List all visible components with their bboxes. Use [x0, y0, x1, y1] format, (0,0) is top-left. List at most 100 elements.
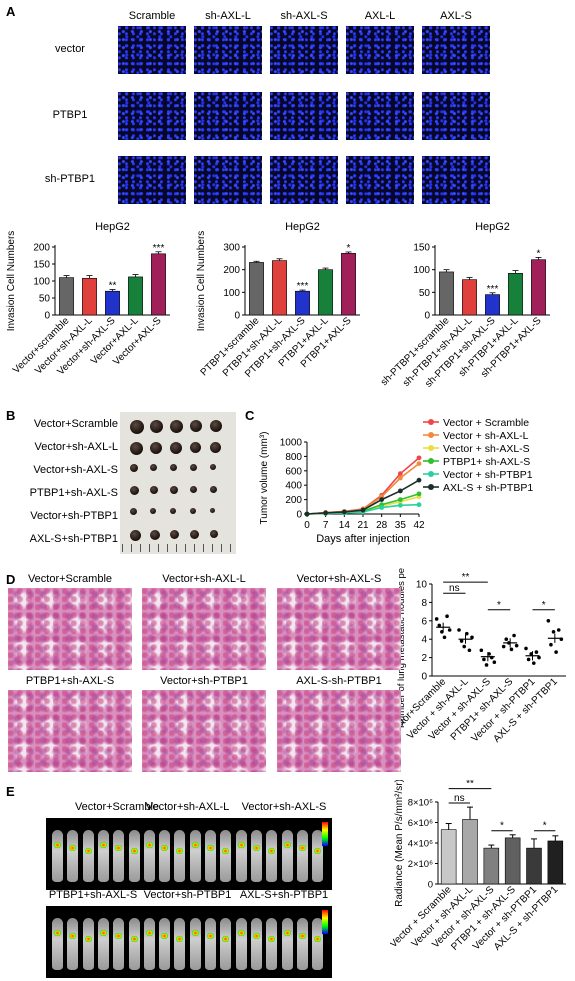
panel-letter-a: A	[6, 4, 16, 19]
data-point	[549, 642, 553, 647]
panel-letter-e: E	[6, 784, 15, 799]
mouse	[235, 830, 247, 882]
data-point	[534, 650, 539, 654]
mouse	[174, 830, 186, 882]
tumor	[170, 464, 177, 471]
significance-label: ***	[487, 284, 499, 295]
mouse	[281, 830, 293, 882]
group-label: Vector+sh-PTBP1	[30, 510, 118, 522]
tumor	[190, 442, 201, 453]
mouse	[235, 918, 247, 970]
data-point	[341, 509, 347, 515]
histology-image	[277, 690, 401, 772]
luminescence-signal	[207, 933, 214, 939]
bar	[272, 260, 287, 316]
y-tick-label: 0	[424, 311, 430, 322]
bar	[82, 277, 97, 316]
luminescence-signal	[115, 845, 123, 851]
y-tick-label: 100	[33, 277, 50, 288]
tumor	[130, 508, 137, 515]
histology-label: Vector+sh-AXL-S	[296, 573, 382, 585]
group-label: PTBP1+sh-AXL-S	[29, 487, 118, 499]
tumor	[130, 486, 139, 495]
data-point	[447, 628, 452, 632]
mouse	[266, 918, 278, 970]
tumor	[210, 420, 222, 432]
significance-label: *	[497, 600, 501, 611]
significance-label: ***	[153, 243, 165, 254]
y-tick-label: 200	[223, 265, 240, 276]
panel-letter-d: D	[6, 572, 16, 587]
fluorescence-image	[346, 92, 414, 140]
y-tick-label: 4×10⁶	[408, 839, 433, 850]
group-label: Vector+sh-AXL-L	[34, 441, 118, 453]
bar	[341, 253, 356, 316]
tumor	[170, 530, 179, 539]
y-tick-label: 100	[413, 265, 430, 276]
significance-label: *	[537, 248, 541, 259]
color-scale-bar	[322, 822, 328, 846]
data-point	[323, 510, 329, 516]
y-axis-label: Radiance (Mean P/s/mm²/sr)	[394, 780, 405, 907]
legend-marker	[428, 471, 434, 477]
x-tick-label: 21	[357, 520, 369, 531]
mouse	[250, 830, 262, 882]
data-point	[524, 646, 528, 651]
tumor	[130, 442, 143, 455]
column-label: sh-AXL-S	[280, 10, 328, 22]
luminescence-signal	[99, 842, 107, 848]
significance-label: *	[543, 821, 547, 832]
luminescence-signal	[54, 930, 61, 936]
data-point	[445, 614, 449, 618]
mouse	[52, 830, 63, 882]
data-point	[442, 635, 447, 640]
data-point	[470, 635, 474, 640]
fluorescence-image	[194, 156, 262, 204]
histology-label: Vector+sh-PTBP1	[160, 675, 248, 687]
mouse	[159, 918, 171, 970]
mouse	[97, 918, 109, 970]
legend-label: Vector + sh-AXL-L	[443, 430, 529, 442]
luminescence-signal	[145, 842, 153, 848]
mouse	[296, 830, 308, 882]
mouse	[250, 918, 262, 970]
y-tick-label: 50	[419, 288, 431, 299]
y-tick-label: 1000	[280, 438, 303, 449]
row-label: PTBP1	[52, 109, 88, 121]
tumor	[150, 508, 156, 514]
y-tick-label: 8×10⁶	[408, 798, 433, 809]
bar	[531, 259, 546, 316]
fluorescence-image	[422, 26, 490, 74]
panel-letter-b: B	[6, 408, 16, 423]
mouse	[189, 830, 201, 882]
tumor	[210, 442, 221, 453]
bar	[318, 269, 333, 316]
data-point	[482, 657, 486, 662]
tumor	[130, 464, 138, 472]
luminescence-signal	[130, 936, 138, 942]
tumor-volume-chart: Tumor volume (mm³) 0 200 400 600 800 1000 0 7 14 2…	[259, 417, 533, 545]
y-tick-label: 0	[44, 311, 50, 322]
data-point	[479, 648, 484, 653]
y-tick-label: 6	[421, 616, 427, 627]
significance-label: ns	[454, 793, 465, 804]
group-label: Vector+sh-AXL-S	[33, 464, 118, 476]
y-tick-label: 6×10⁶	[408, 818, 433, 829]
histology-image	[142, 690, 266, 772]
y-tick-label: 0	[234, 311, 240, 322]
fluorescence-image	[118, 26, 186, 74]
bar	[249, 262, 264, 316]
data-point	[416, 461, 422, 466]
data-point	[532, 661, 536, 665]
luminescence-signal	[222, 848, 230, 854]
fluorescence-image	[270, 26, 338, 74]
metastatic-nodules-chart: Number of lung metastatic nodules per se…	[390, 568, 566, 745]
data-point	[416, 491, 422, 497]
luminescence-signal	[222, 936, 230, 942]
y-tick-label: 100	[223, 288, 240, 299]
fluorescence-image	[346, 156, 414, 204]
tumor	[150, 442, 162, 454]
bar	[547, 840, 564, 885]
data-point	[546, 619, 551, 623]
